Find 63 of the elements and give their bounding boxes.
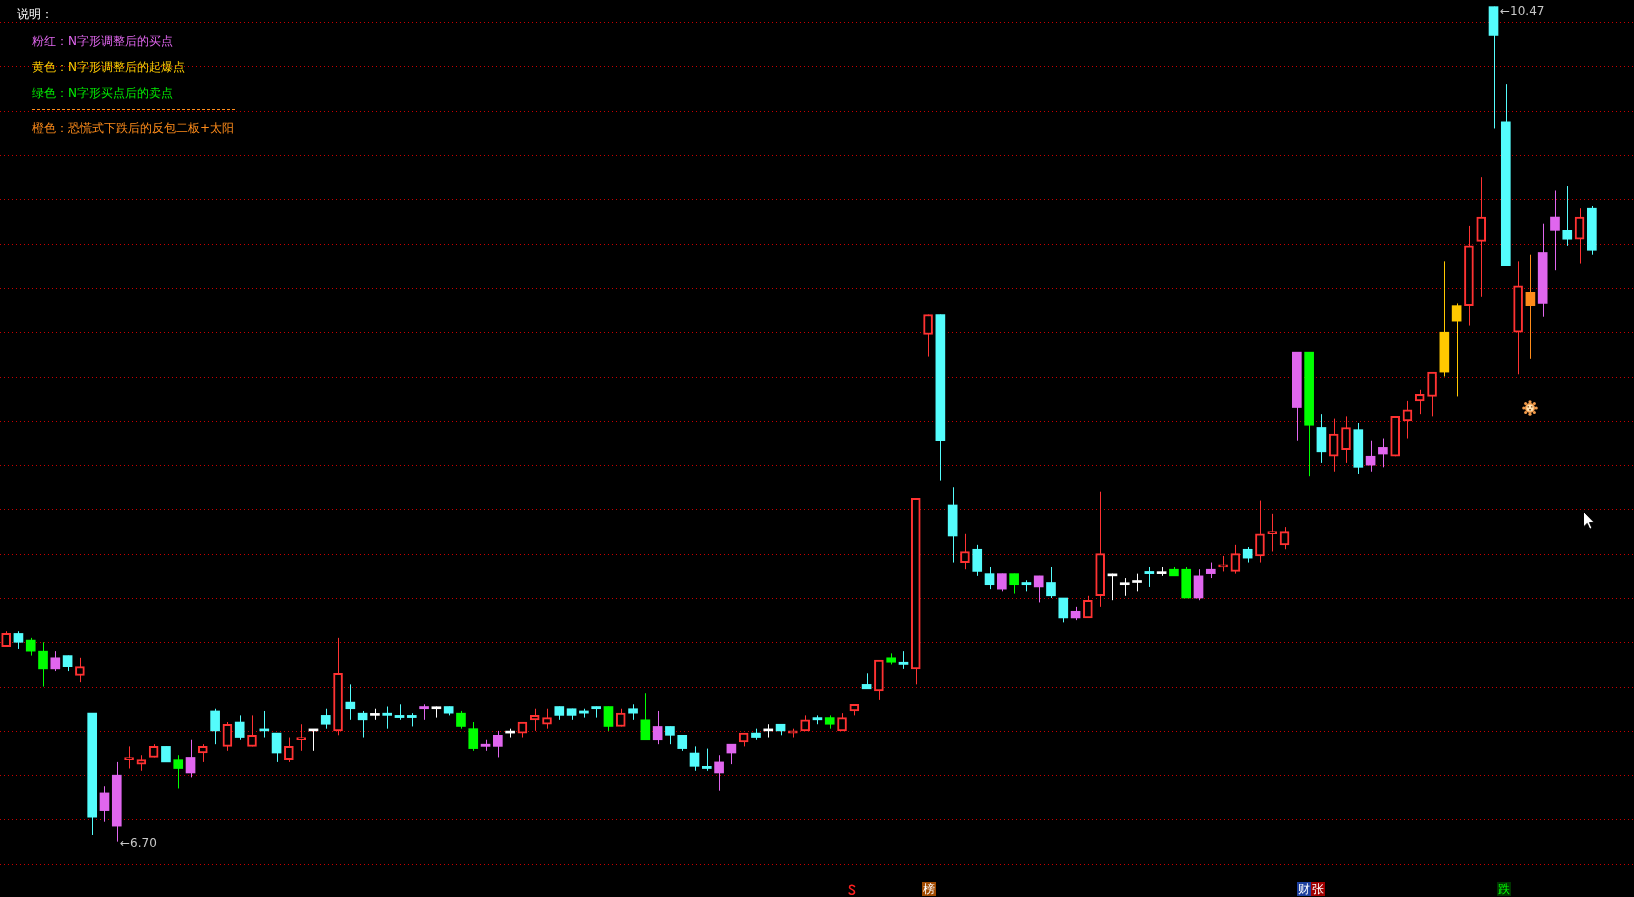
candlestick — [493, 730, 503, 758]
candlestick — [99, 785, 110, 823]
candlestick — [640, 692, 651, 741]
candlestick — [382, 706, 393, 730]
annotation: 黄色：N字形调整后的起爆点 — [32, 60, 185, 74]
annotation: 粉红：N字形调整后的买点 — [32, 34, 173, 48]
candlestick — [1427, 371, 1437, 417]
annotation: ←6.70 — [120, 836, 157, 850]
annotation: 跌 — [1497, 882, 1511, 896]
candlestick — [1230, 544, 1241, 575]
candlestick — [1562, 185, 1573, 247]
candlestick — [1402, 400, 1413, 440]
candlestick — [271, 732, 282, 763]
candlestick — [1525, 254, 1536, 360]
candlestick — [542, 708, 552, 730]
candlestick — [173, 754, 184, 789]
candlestick — [1033, 575, 1044, 603]
candlestick — [1451, 302, 1462, 397]
annotation: ←10.47 — [1500, 4, 1545, 18]
candlestick — [984, 566, 995, 590]
candlestick — [1083, 595, 1093, 619]
annotation: 财 — [1297, 882, 1311, 896]
annotation: 张 — [1311, 882, 1325, 896]
candlestick — [1328, 418, 1339, 473]
candlestick — [284, 737, 294, 763]
candlestick — [234, 714, 245, 741]
candlestick — [923, 314, 933, 358]
candlestick — [1193, 568, 1204, 601]
candlestick — [689, 745, 700, 772]
candlestick — [1144, 566, 1155, 588]
candlestick — [1476, 176, 1487, 298]
candlestick — [1046, 566, 1056, 599]
candlestick — [247, 714, 257, 747]
candlestick — [38, 641, 48, 688]
candlestick — [701, 748, 712, 772]
candlestick — [124, 745, 134, 770]
candlestick — [652, 710, 663, 745]
candlestick — [1267, 513, 1278, 552]
annotation: 绿色：N字形买点后的卖点 — [32, 86, 173, 100]
candlestick — [1574, 207, 1585, 265]
candlestick — [75, 657, 85, 683]
candlestick — [960, 533, 970, 570]
candlestick — [1550, 189, 1560, 271]
annotation: 榜 — [922, 882, 936, 896]
candlestick — [1255, 500, 1265, 564]
candlestick — [1378, 438, 1388, 468]
candlestick — [320, 708, 331, 730]
candlestick — [1341, 415, 1351, 464]
candlestick — [222, 721, 233, 752]
candlestick — [714, 754, 724, 792]
annotation: 橙色：恐慌式下跌后的反包二板+太阳 — [32, 121, 235, 135]
annotation: 说明： — [17, 7, 53, 21]
candlestick — [50, 650, 61, 672]
candlestick — [468, 721, 479, 752]
candlestick — [185, 739, 196, 778]
candlestick — [296, 723, 306, 752]
candlestick — [210, 708, 220, 745]
candlestick — [972, 544, 983, 577]
candlestick — [1058, 597, 1069, 623]
candlestick — [1414, 389, 1425, 415]
candlestick — [529, 708, 540, 732]
candlestick — [1009, 573, 1019, 595]
candlestick — [603, 706, 614, 732]
